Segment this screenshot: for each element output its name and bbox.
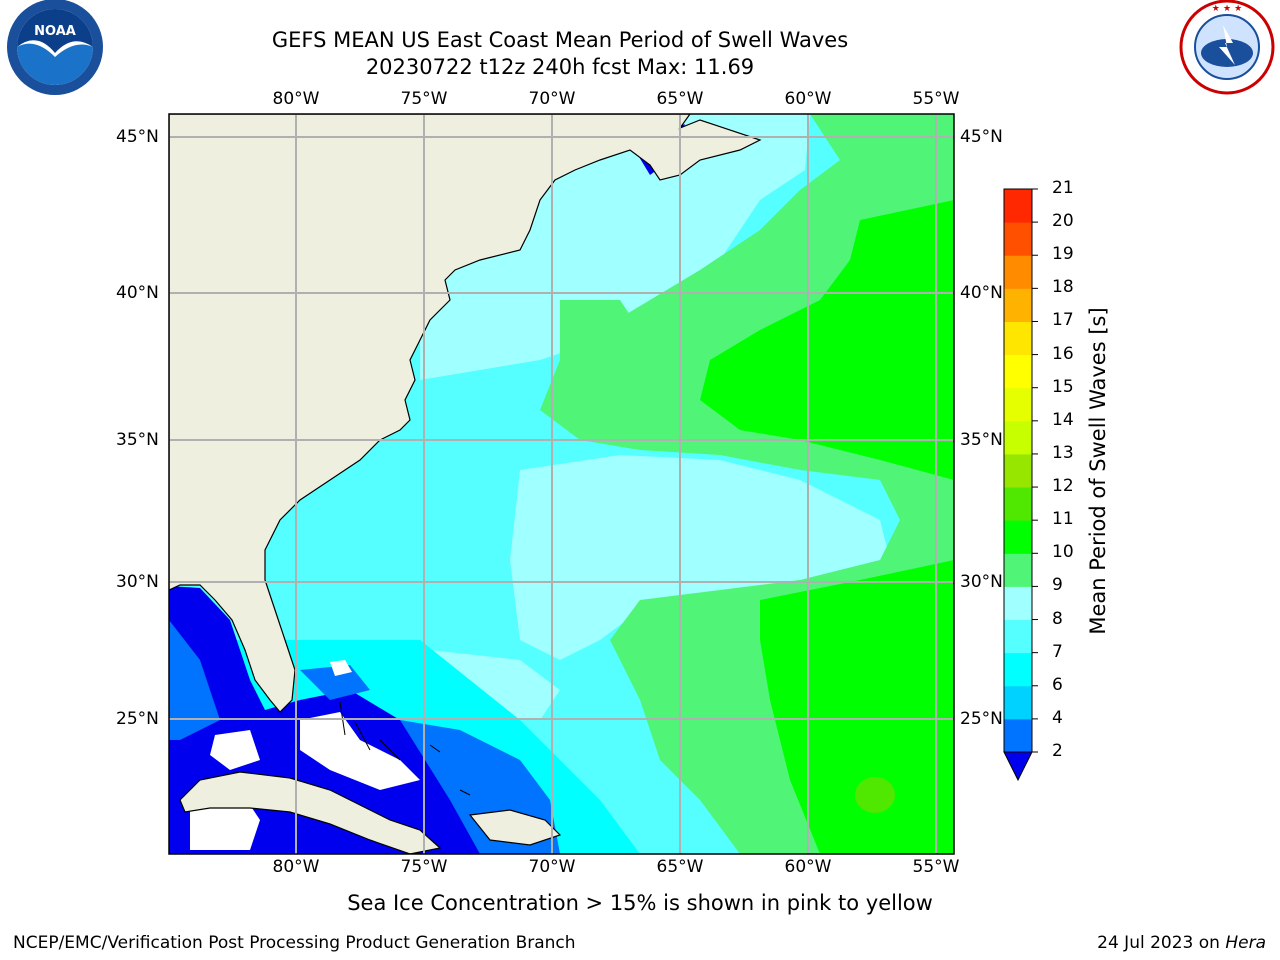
- lon-label-bottom: 55°W: [912, 857, 960, 877]
- nws-logo: ★ ★ ★: [1179, 0, 1275, 95]
- footer-date-text: 24 Jul 2023 on: [1097, 933, 1226, 953]
- lon-label-bottom: 60°W: [784, 857, 832, 877]
- map-area: [169, 114, 954, 854]
- colorbar-segment: [1004, 553, 1032, 587]
- noaa-logo-text: NOAA: [34, 24, 76, 39]
- colorbar-segment: [1004, 321, 1032, 356]
- colorbar-tick-label: 15: [1052, 376, 1074, 397]
- colorbar-tick-label: 20: [1052, 211, 1074, 232]
- lon-label-top: 75°W: [400, 89, 448, 109]
- svg-text:★ ★ ★: ★ ★ ★: [1212, 4, 1242, 14]
- no-data-patch: [210, 730, 260, 770]
- swell-region-4-6: [300, 665, 370, 700]
- lat-label-left: 25°N: [116, 709, 159, 729]
- lon-label-bottom: 75°W: [400, 857, 448, 877]
- no-data-patch: [330, 660, 352, 676]
- colorbar-segment: [1004, 420, 1032, 455]
- lat-label-left: 30°N: [116, 572, 159, 592]
- lon-label-top: 55°W: [912, 89, 960, 109]
- lat-label-left: 35°N: [116, 430, 159, 450]
- swell-region-4-6: [169, 620, 220, 740]
- lat-label-right: 40°N: [960, 283, 1003, 303]
- colorbar-tick-label: 8: [1052, 608, 1063, 629]
- colorbar-tick-label: 10: [1052, 542, 1074, 563]
- lat-label-right: 30°N: [960, 572, 1003, 592]
- graticule: [169, 114, 954, 854]
- lon-label-bottom: 65°W: [656, 857, 704, 877]
- colorbar-segment: [1004, 255, 1032, 289]
- colorbar-segment: [1004, 487, 1032, 521]
- colorbar-segment: [1004, 189, 1032, 223]
- colorbar-tick-label: 19: [1052, 244, 1074, 265]
- colorbar-label: Mean Period of Swell Waves [s]: [1086, 307, 1110, 635]
- lon-label-top: 60°W: [784, 89, 832, 109]
- map-frame: [168, 113, 955, 855]
- land-hispaniola: [468, 809, 562, 846]
- colorbar-segment: [1004, 222, 1032, 256]
- colorbar-frame: [1003, 188, 1033, 753]
- colorbar-segment: [1004, 619, 1032, 654]
- lat-label-right: 45°N: [960, 127, 1003, 147]
- land-cuba: [179, 771, 442, 854]
- colorbar-tick-label: 18: [1052, 277, 1074, 298]
- lon-label-bottom: 80°W: [272, 857, 320, 877]
- colorbar-tick-label: 14: [1052, 409, 1074, 430]
- colorbar-tick-label: 16: [1052, 343, 1074, 364]
- colorbar-segment: [1004, 354, 1032, 389]
- colorbar-segment: [1004, 453, 1032, 488]
- footer-date: 24 Jul 2023 on Hera: [1097, 933, 1266, 953]
- lon-label-top: 65°W: [656, 89, 704, 109]
- colorbar-tick-label: 17: [1052, 310, 1074, 331]
- lat-label-left: 40°N: [116, 283, 159, 303]
- noaa-logo: NOAA: [7, 0, 103, 95]
- colorbar-tick-label: 9: [1052, 575, 1063, 596]
- colorbar-tick-label: 7: [1052, 641, 1063, 662]
- colorbar-segment: [1004, 520, 1032, 554]
- colorbar-tick-label: 11: [1052, 509, 1074, 530]
- colorbar-segment: [1004, 288, 1032, 322]
- footer-credit: NCEP/EMC/Verification Post Processing Pr…: [13, 933, 576, 953]
- land-north-america: [169, 114, 762, 713]
- colorbar-tick-label: 12: [1052, 476, 1074, 497]
- no-data-patch: [300, 712, 420, 790]
- lon-label-top: 70°W: [528, 89, 576, 109]
- chart-title: GEFS MEAN US East Coast Mean Period of S…: [271, 28, 849, 52]
- swell-region-11-12: [855, 777, 895, 813]
- swell-region-8-9: [510, 455, 890, 660]
- swell-region-10-11: [700, 200, 954, 480]
- colorbar-segment: [1004, 718, 1032, 753]
- colorbar: [1003, 188, 1038, 782]
- lon-label-top: 80°W: [272, 89, 320, 109]
- colorbar-extend-min: [1003, 751, 1033, 782]
- sea-ice-note: Sea Ice Concentration > 15% is shown in …: [347, 891, 933, 915]
- footer-machine: Hera: [1225, 933, 1266, 953]
- lat-label-right: 25°N: [960, 709, 1003, 729]
- colorbar-segment: [1004, 685, 1032, 720]
- colorbar-tick-label: 4: [1052, 707, 1063, 728]
- lat-label-left: 45°N: [116, 127, 159, 147]
- lon-label-bottom: 70°W: [528, 857, 576, 877]
- colorbar-tick-label: 21: [1052, 178, 1074, 198]
- swell-region-9-10: [560, 300, 640, 360]
- lat-label-right: 35°N: [960, 430, 1003, 450]
- colorbar-segment: [1004, 652, 1032, 687]
- colorbar-tick-label: 13: [1052, 442, 1074, 463]
- colorbar-tick-label: 6: [1052, 674, 1063, 695]
- colorbar-segment: [1004, 387, 1032, 422]
- chart-subtitle: 20230722 t12z 240h fcst Max: 11.69: [365, 55, 755, 79]
- colorbar-segment: [1004, 586, 1032, 621]
- colorbar-tick-label: 2: [1052, 741, 1063, 761]
